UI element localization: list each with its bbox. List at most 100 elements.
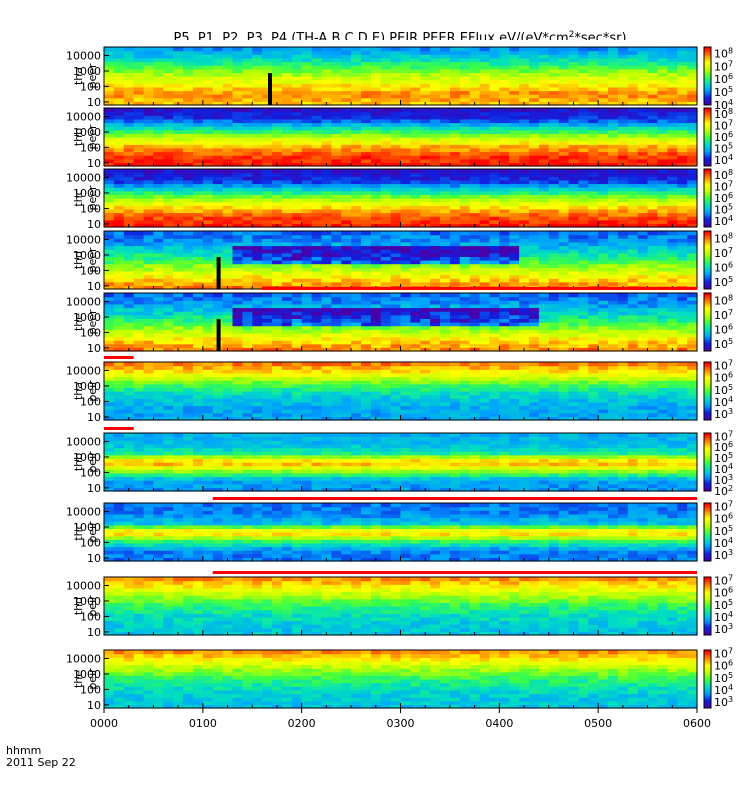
spectrogram-cell [331, 198, 342, 203]
spectrogram-cell [183, 97, 194, 102]
spectrogram-cell [321, 90, 332, 95]
spectrogram-cell [459, 216, 471, 221]
spectrogram-cell [627, 115, 639, 120]
spectrogram-cell [449, 158, 461, 163]
spectrogram-cell [301, 267, 313, 272]
spectrogram-cell [499, 270, 510, 276]
spectrogram-cell [153, 208, 164, 214]
spectrogram-cell [380, 223, 392, 228]
spectrogram-cell [578, 126, 589, 131]
spectrogram-cell [123, 155, 135, 160]
spectrogram-cell [301, 278, 313, 283]
spectrogram-cell [647, 198, 659, 203]
spectrogram-cell [262, 76, 273, 81]
spectrogram-cell [331, 147, 342, 153]
spectrogram-cell [331, 252, 342, 257]
spectrogram-cell [173, 79, 184, 84]
spectrogram-cell [341, 303, 352, 309]
colorbar-cell [704, 195, 711, 198]
spectrogram-cell [617, 155, 629, 160]
spectrogram-cell [568, 314, 579, 319]
spectrogram-cell [331, 281, 342, 286]
spectrogram-cell [420, 245, 431, 250]
spectrogram-cell [311, 79, 323, 84]
spectrogram-cell [499, 336, 510, 341]
spectrogram-cell [509, 274, 520, 279]
spectrogram-cell [637, 274, 649, 279]
spectrogram-cell [459, 133, 471, 138]
spectrogram-cell [104, 79, 115, 84]
spectrogram-cell [370, 133, 382, 138]
spectrogram-cell [400, 238, 411, 243]
spectrogram-cell [687, 83, 698, 88]
spectrogram-cell [608, 137, 619, 142]
spectrogram-cell [291, 274, 303, 279]
spectrogram-cell [400, 115, 411, 120]
spectrogram-cell [242, 68, 253, 73]
spectrogram-cell [558, 329, 570, 334]
spectrogram-cell [173, 57, 184, 63]
spectrogram-cell [321, 144, 332, 149]
spectrogram-cell [360, 329, 372, 334]
spectrogram-cell [360, 219, 372, 224]
spectrogram-cell [608, 126, 619, 131]
spectrogram-cell [341, 332, 352, 338]
spectrogram-cell [113, 61, 125, 66]
spectrogram-cell [568, 155, 579, 160]
spectrogram-cell [291, 169, 303, 174]
spectrogram-cell [558, 176, 570, 181]
spectrogram-cell [291, 147, 303, 153]
spectrogram-cell [272, 118, 283, 124]
spectrogram-cell [499, 219, 510, 224]
spectrogram-cell [608, 176, 619, 181]
spectrogram-cell [380, 336, 392, 341]
spectrogram-cell [548, 172, 560, 177]
spectrogram-cell [627, 270, 639, 276]
spectrogram-cell [370, 231, 382, 236]
spectrogram-cell [202, 68, 214, 73]
spectrogram-cell [430, 249, 441, 254]
spectrogram-cell [489, 260, 500, 265]
spectrogram-cell [331, 172, 342, 177]
spectrogram-cell [153, 303, 164, 309]
spectrogram-cell [301, 147, 313, 153]
spectrogram-cell [351, 252, 362, 257]
spectrogram-cell [222, 94, 234, 99]
spectrogram-cell [410, 50, 421, 55]
spectrogram-cell [222, 133, 234, 138]
spectrogram-cell [104, 205, 115, 210]
spectrogram-cell [410, 234, 421, 239]
spectrogram-cell [291, 216, 303, 221]
spectrogram-cell [667, 187, 678, 192]
spectrogram-cell [430, 65, 441, 70]
spectrogram-cell [291, 129, 303, 134]
spectrogram-cell [262, 47, 273, 52]
colorbar-cell [704, 205, 711, 208]
colorbar-tick-label: 105 [714, 203, 733, 217]
spectrogram-cell [459, 194, 471, 199]
spectrogram-cell [469, 190, 481, 195]
spectrogram-cell [281, 267, 293, 272]
colorbar-tick-label: 106 [714, 260, 733, 274]
spectrogram-cell [291, 267, 303, 272]
spectrogram-cell [677, 278, 688, 283]
spectrogram-cell [192, 47, 204, 52]
spectrogram-cell [390, 322, 402, 327]
spectrogram-cell [627, 201, 639, 206]
spectrogram-cell [528, 198, 540, 203]
spectrogram-cell [133, 140, 145, 145]
spectrogram-cell [281, 97, 293, 102]
spectrogram-cell [341, 129, 352, 134]
spectrogram-cell [311, 172, 323, 177]
spectrogram-cell [449, 311, 461, 316]
spectrogram-cell [252, 111, 263, 116]
spectrogram-cell [558, 155, 570, 160]
colorbar-cell [704, 183, 711, 186]
spectrogram-cell [212, 137, 224, 142]
spectrogram-cell [291, 162, 303, 167]
spectrogram-cell [341, 314, 352, 319]
spectrogram-cell [291, 219, 303, 224]
spectrogram-cell [113, 72, 125, 77]
spectrogram-cell [430, 122, 441, 127]
spectrogram-cell [548, 198, 560, 203]
